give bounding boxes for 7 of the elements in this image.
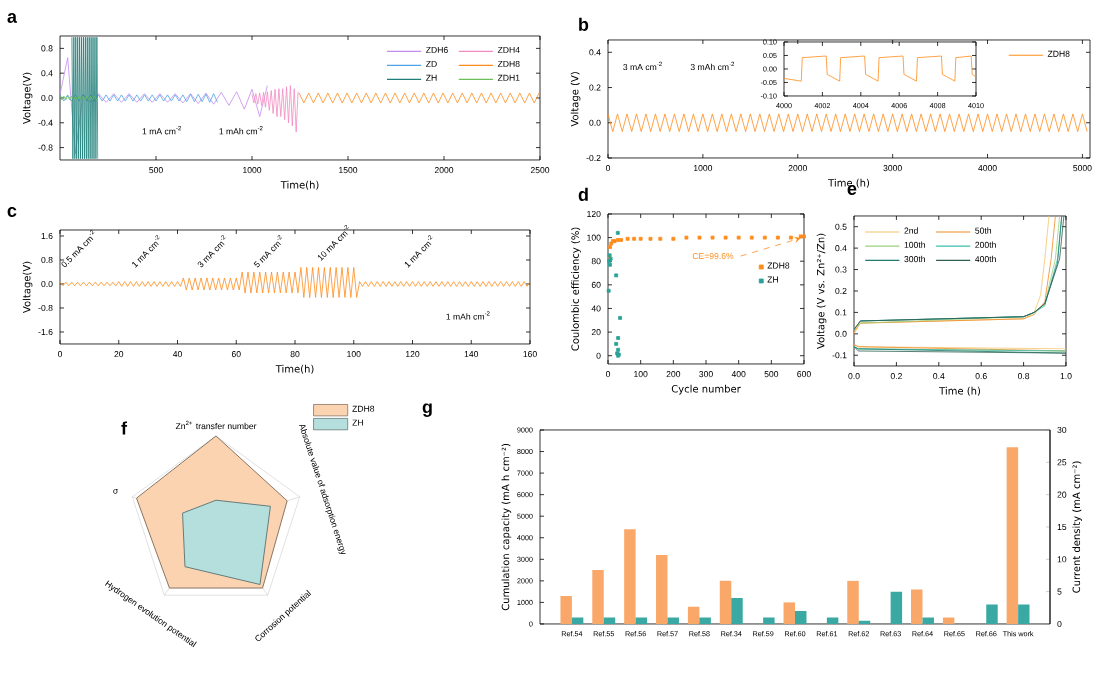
text: f — [121, 421, 128, 435]
chart-title: g — [422, 403, 432, 417]
chart-title: c — [7, 207, 17, 217]
chart-title: b — [579, 17, 589, 31]
chart-title: d — [578, 187, 588, 201]
chart-title: e — [847, 185, 857, 195]
chart-title: a — [7, 13, 18, 23]
